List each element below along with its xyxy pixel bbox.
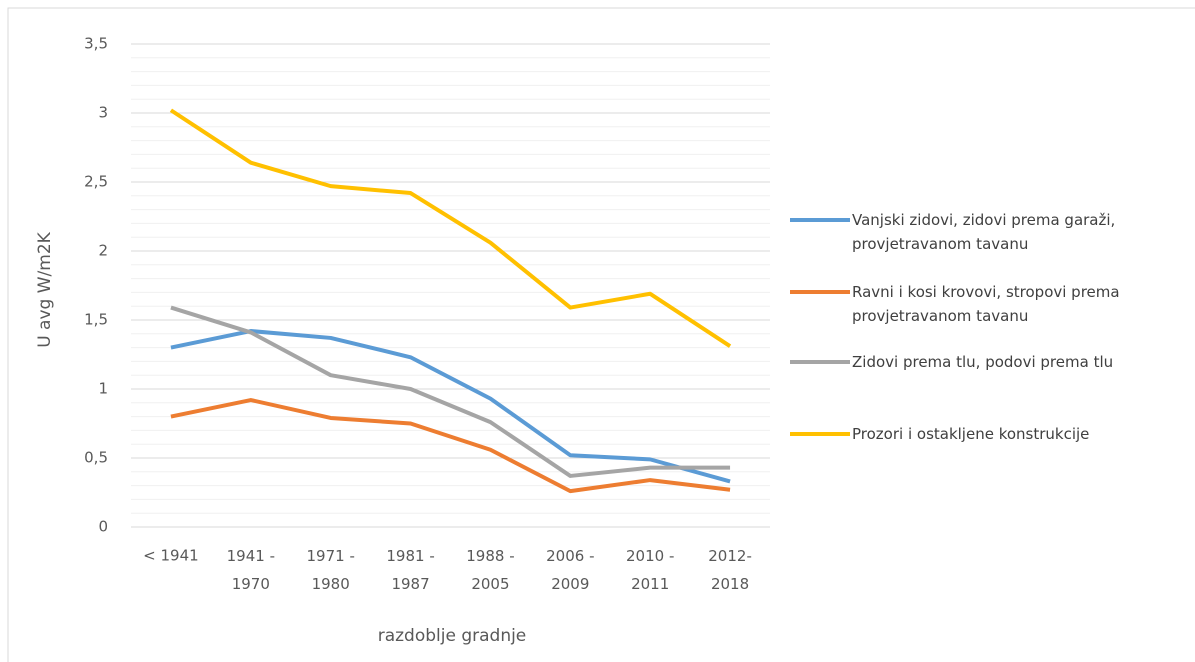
legend-label: Prozori i ostakljene konstrukcije bbox=[852, 425, 1090, 443]
x-axis-title: razdoblje gradnje bbox=[378, 626, 527, 646]
x-tick-label: 1971 -1980 bbox=[307, 547, 355, 593]
y-tick-label: 2,5 bbox=[84, 173, 108, 191]
y-tick-label: 1,5 bbox=[84, 311, 108, 329]
series-line bbox=[170, 398, 731, 494]
series-line bbox=[169, 108, 732, 348]
frame-border bbox=[7, 7, 1195, 662]
x-tick-label: 2012-2018 bbox=[708, 547, 752, 593]
series-line bbox=[170, 305, 731, 478]
x-tick-label: < 1941 bbox=[143, 547, 199, 565]
x-tick-label: 1988 -2005 bbox=[466, 547, 514, 593]
y-tick-label: 1 bbox=[98, 380, 108, 398]
y-tick-label: 0,5 bbox=[84, 449, 108, 467]
x-tick-label: 1941 -1970 bbox=[227, 547, 275, 593]
series-line bbox=[170, 329, 731, 484]
legend-label: Ravni i kosi krovovi, stropovi prema pro… bbox=[852, 283, 1120, 325]
y-tick-label: 3,5 bbox=[84, 35, 108, 53]
x-tick-label: 2010 -2011 bbox=[626, 547, 674, 593]
y-tick-label: 2 bbox=[98, 242, 108, 260]
legend-label: Zidovi prema tlu, podovi prema tlu bbox=[852, 353, 1114, 371]
legend-swatch bbox=[790, 360, 850, 364]
x-tick-label: 1981 -1987 bbox=[386, 547, 434, 593]
legend-swatch bbox=[790, 290, 850, 294]
legend-swatch bbox=[790, 432, 850, 436]
y-axis-title: U avg W/m2K bbox=[35, 231, 55, 347]
legend-label: Vanjski zidovi, zidovi prema garaži, pro… bbox=[852, 211, 1116, 253]
y-tick-label: 0 bbox=[98, 518, 108, 536]
y-tick-label: 3 bbox=[98, 104, 108, 122]
legend-swatch bbox=[790, 218, 850, 222]
x-tick-label: 2006 -2009 bbox=[546, 547, 594, 593]
